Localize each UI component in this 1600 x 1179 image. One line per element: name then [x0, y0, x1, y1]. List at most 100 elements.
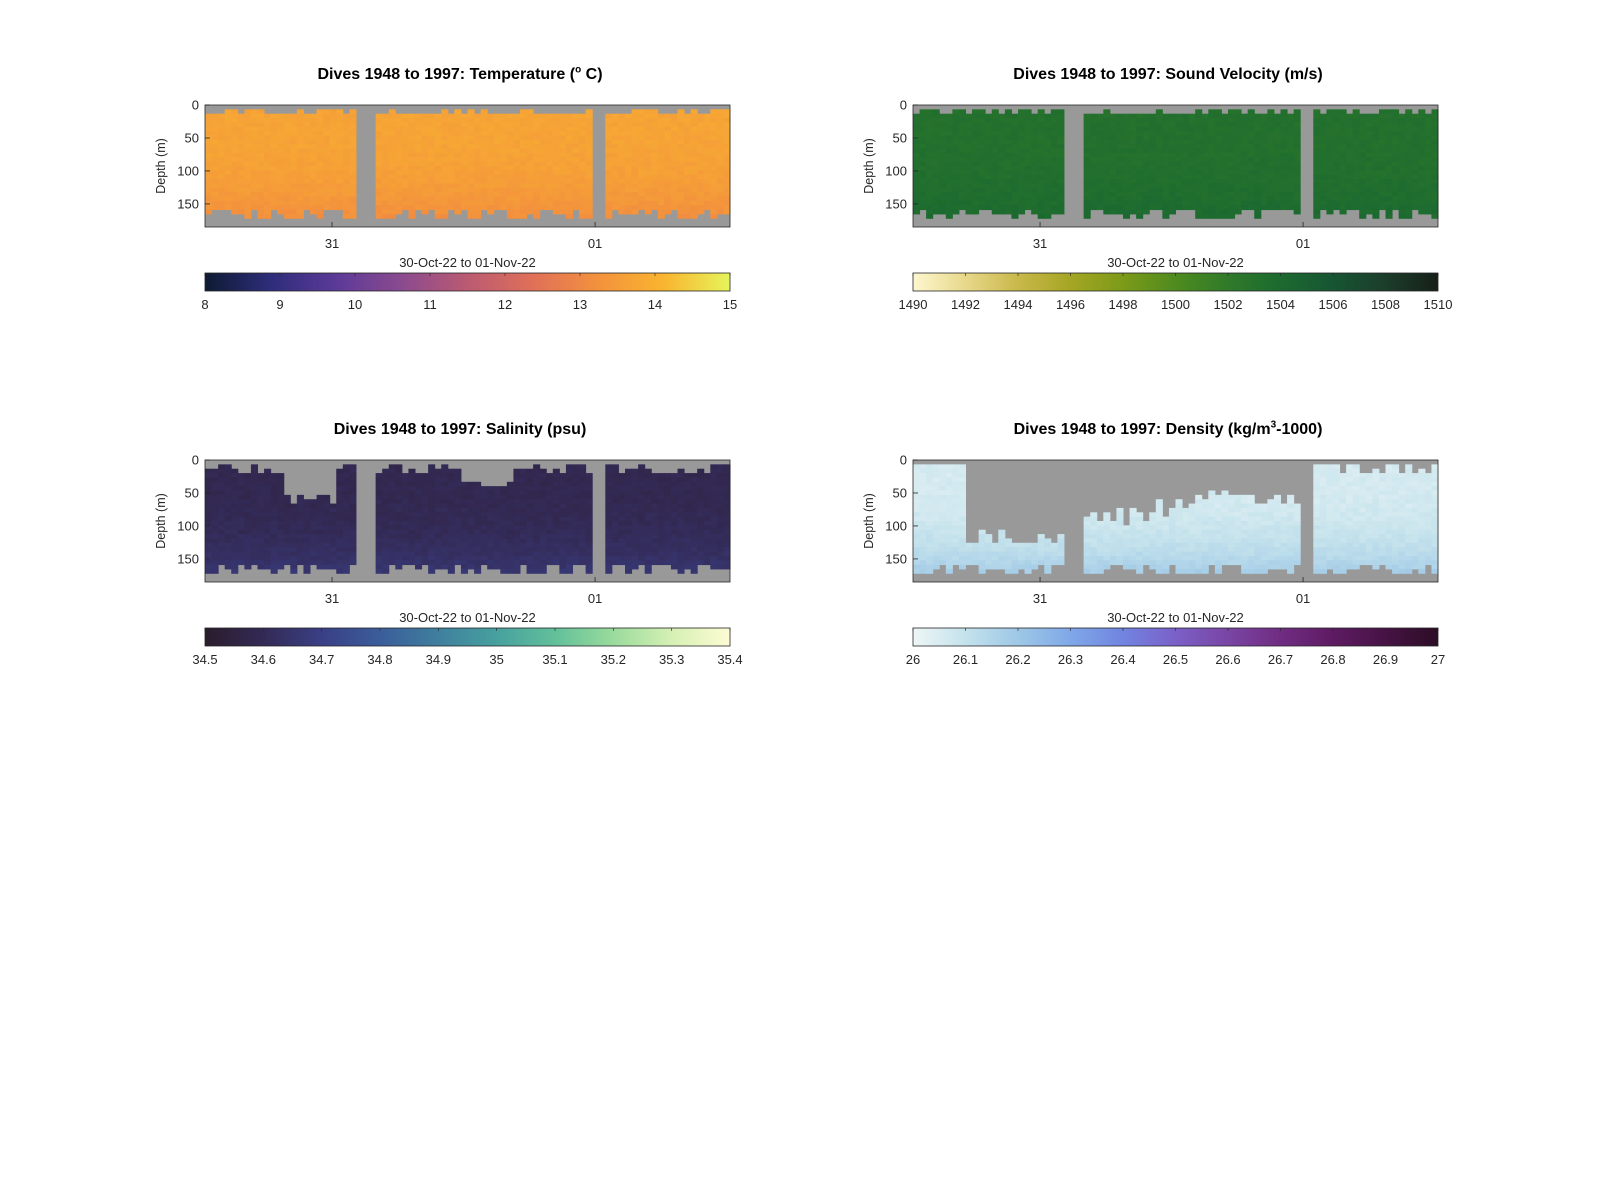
heatmap-cell [539, 499, 547, 505]
heatmap-cell [559, 157, 567, 163]
heatmap-cell [237, 161, 245, 167]
heatmap-cell [1175, 200, 1183, 206]
heatmap-cell [1293, 122, 1301, 128]
heatmap-cell [611, 166, 619, 171]
heatmap-cell [703, 187, 711, 193]
heatmap-cell [303, 525, 311, 531]
heatmap-cell [506, 490, 514, 496]
heatmap-cell [290, 126, 298, 132]
heatmap-cell [1083, 209, 1091, 215]
heatmap-cell [651, 499, 659, 505]
heatmap-cell [415, 560, 423, 566]
heatmap-cell [1149, 157, 1157, 163]
heatmap-cell [441, 183, 449, 189]
heatmap-cell [500, 560, 508, 566]
heatmap-cell [1424, 135, 1432, 141]
heatmap-cell [303, 555, 311, 561]
heatmap-cell [546, 542, 554, 548]
heatmap-cell [349, 499, 357, 505]
heatmap-cell [1352, 161, 1360, 167]
heatmap-cell [618, 209, 626, 215]
heatmap-cell [1260, 166, 1268, 171]
heatmap-cell [585, 213, 593, 219]
heatmap-cell [480, 131, 488, 136]
heatmap-cell [539, 503, 547, 509]
heatmap-cell [1201, 192, 1209, 197]
heatmap-cell [1057, 122, 1065, 128]
heatmap-cell [1392, 170, 1400, 176]
heatmap-cell [638, 525, 646, 531]
heatmap-cell [526, 161, 534, 167]
heatmap-cell [618, 148, 626, 154]
heatmap-cell [257, 131, 265, 136]
heatmap-cell [487, 113, 495, 119]
heatmap-cell [270, 516, 278, 522]
heatmap-cell [388, 126, 396, 132]
heatmap-cell [1024, 157, 1032, 163]
heatmap-cell [290, 192, 298, 197]
heatmap-cell [1050, 200, 1058, 206]
heatmap-cell [513, 486, 521, 491]
heatmap-cell [513, 135, 521, 141]
heatmap-cell [487, 131, 495, 136]
heatmap-cell [349, 135, 357, 141]
heatmap-cell [303, 542, 311, 548]
heatmap-cell [697, 113, 705, 119]
heatmap-cell [1123, 152, 1131, 158]
heatmap-cell [1182, 187, 1190, 193]
heatmap-cell [395, 512, 403, 518]
heatmap-cell [1346, 144, 1354, 150]
heatmap-cell [316, 555, 324, 561]
heatmap-cell [382, 542, 390, 548]
heatmap-cell [474, 118, 482, 123]
heatmap-cell [447, 139, 455, 145]
heatmap-cell [395, 464, 403, 470]
heatmap-cell [211, 521, 219, 526]
heatmap-cell [611, 152, 619, 158]
heatmap-cell [250, 183, 258, 189]
heatmap-cell [1372, 187, 1380, 193]
heatmap-cell [388, 139, 396, 145]
heatmap-cell [945, 148, 953, 154]
heatmap-cell [1136, 174, 1144, 180]
heatmap-cell [382, 183, 390, 189]
heatmap-cell [375, 521, 383, 526]
heatmap-cell [1313, 152, 1321, 158]
heatmap-cell [428, 166, 436, 171]
heatmap-cell [237, 494, 245, 500]
heatmap-cell [382, 179, 390, 184]
heatmap-cell [323, 183, 331, 189]
heatmap-cell [611, 494, 619, 500]
heatmap-cell [1339, 122, 1347, 128]
heatmap-cell [1182, 113, 1190, 119]
heatmap-cell [277, 564, 285, 570]
heatmap-cell [1162, 118, 1170, 123]
heatmap-cell [1273, 144, 1281, 150]
heatmap-cell [565, 525, 573, 531]
heatmap-cell [585, 183, 593, 189]
heatmap-cell [644, 538, 652, 544]
heatmap-cell [500, 170, 508, 176]
heatmap-cell [231, 499, 239, 505]
heatmap-cell [218, 481, 226, 487]
heatmap-cell [264, 516, 272, 522]
heatmap-cell [605, 192, 613, 197]
heatmap-cell [480, 170, 488, 176]
x-tick-label: 01 [588, 236, 602, 251]
heatmap-cell [664, 209, 672, 215]
heatmap-cell [939, 192, 947, 197]
heatmap-cell [421, 538, 429, 544]
heatmap-cell [244, 516, 252, 522]
heatmap-cell [205, 183, 213, 189]
heatmap-cell [677, 109, 685, 115]
heatmap-cell [506, 148, 514, 154]
heatmap-cell [539, 174, 547, 180]
heatmap-cell [1280, 148, 1288, 154]
heatmap-cell [533, 547, 541, 552]
heatmap-cell [415, 170, 423, 176]
heatmap-cell [932, 196, 940, 202]
heatmap-cell [395, 135, 403, 141]
heatmap-cell [1287, 131, 1295, 136]
heatmap-cell [1326, 174, 1334, 180]
heatmap-cell [290, 183, 298, 189]
